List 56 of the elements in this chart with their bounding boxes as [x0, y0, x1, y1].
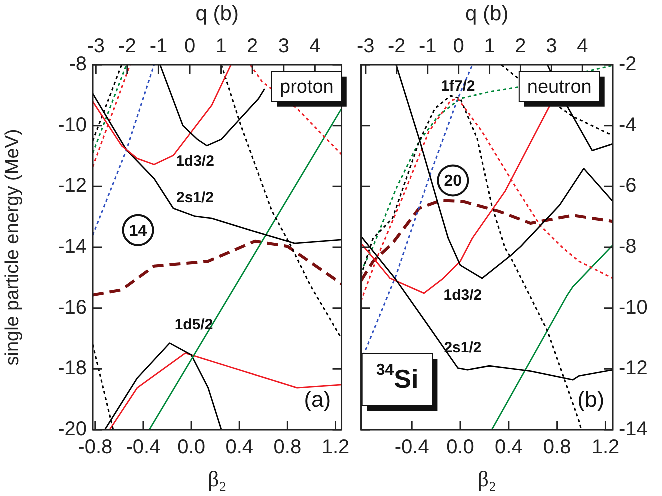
x-tick-label: -0.4 [126, 436, 161, 459]
x-tick-label: -0.4 [394, 436, 430, 459]
annotation: proton [280, 77, 334, 98]
x2-tick-label: -1 [150, 36, 168, 58]
y-tick-label: -12 [619, 358, 648, 380]
y-tick-label: -2 [619, 54, 637, 76]
x-tick-label: 0.4 [495, 436, 523, 459]
x2-tick-label: 4 [577, 36, 588, 58]
y-axis-title: single particle energy (MeV) [2, 129, 24, 366]
x-axis-title: β₂ [478, 466, 497, 492]
x-axis-title: β₂ [208, 466, 227, 492]
x2-tick-label: 1 [216, 36, 227, 58]
x-tick-label: 0.4 [226, 436, 254, 459]
x2-tick-label: 4 [310, 36, 321, 58]
y-tick-label: -18 [58, 358, 87, 380]
x-tick-label: 0.8 [543, 436, 572, 459]
x2-tick-label: 0 [453, 36, 464, 58]
annotation: 2s1/2 [444, 339, 482, 356]
annotation: 2s1/2 [176, 190, 214, 207]
x2-axis-title: q (b) [466, 2, 509, 26]
y-tick-label: -10 [58, 114, 87, 136]
x2-tick-label: 3 [278, 36, 290, 58]
y-tick-label: -12 [58, 175, 87, 198]
x-tick-label: 1.2 [322, 436, 350, 459]
y-tick-label: -10 [619, 296, 648, 319]
y-tick-label: -14 [619, 418, 648, 441]
x2-tick-label: -1 [418, 36, 437, 58]
x-tick-label: 0.0 [178, 436, 206, 459]
x2-tick-label: 2 [247, 36, 258, 58]
x-tick-label: 1.2 [592, 436, 620, 459]
x2-tick-label: -3 [357, 36, 375, 58]
annotation: 1d5/2 [174, 316, 214, 334]
annotation: 1d3/2 [444, 287, 482, 304]
y-tick-label: -6 [619, 175, 637, 198]
annotation: (b) [578, 387, 605, 412]
x-tick-label: 0.0 [446, 436, 474, 459]
annotation: 14 [129, 222, 148, 240]
x2-tick-label: 0 [184, 36, 196, 58]
annotation: neutron [527, 77, 592, 98]
x2-tick-label: -3 [87, 36, 106, 58]
y-tick-label: -16 [58, 296, 87, 319]
y-tick-label: -8 [69, 54, 87, 76]
annotation: 1f7/2 [441, 78, 476, 96]
x2-tick-label: 3 [546, 36, 558, 58]
x2-tick-label: -2 [118, 36, 136, 58]
annotation: 1d3/2 [176, 152, 214, 170]
annotation: 20 [444, 173, 462, 190]
annotation: (a) [304, 387, 332, 412]
x-tick-label: 0.8 [274, 436, 302, 459]
y-tick-label: -14 [58, 236, 87, 258]
y-tick-label: -4 [619, 114, 637, 136]
x2-axis-title: q (b) [196, 2, 239, 26]
x2-tick-label: 2 [515, 36, 526, 58]
y-tick-label: -8 [619, 236, 637, 258]
x2-tick-label: -2 [388, 36, 406, 58]
x2-tick-label: 1 [484, 36, 496, 58]
